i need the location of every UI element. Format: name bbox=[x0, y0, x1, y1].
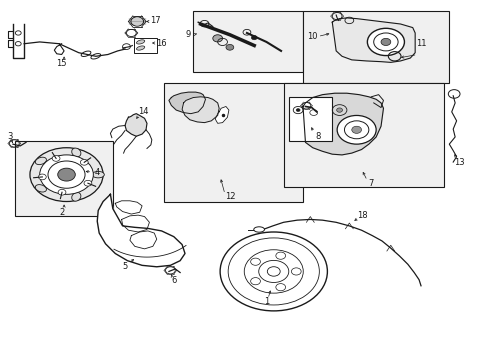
Bar bbox=[15, 140, 113, 216]
Ellipse shape bbox=[72, 148, 81, 157]
Text: 10: 10 bbox=[307, 32, 317, 41]
Circle shape bbox=[84, 180, 92, 186]
Ellipse shape bbox=[136, 40, 144, 44]
Text: 15: 15 bbox=[56, 59, 67, 68]
Polygon shape bbox=[182, 97, 219, 123]
Text: 9: 9 bbox=[185, 30, 191, 39]
Text: 18: 18 bbox=[356, 211, 367, 220]
Text: 4: 4 bbox=[94, 168, 100, 177]
Text: 1: 1 bbox=[264, 297, 268, 306]
Text: 11: 11 bbox=[415, 39, 426, 48]
Polygon shape bbox=[331, 18, 414, 62]
Ellipse shape bbox=[72, 192, 81, 201]
Circle shape bbox=[275, 284, 285, 291]
Circle shape bbox=[58, 189, 66, 195]
Circle shape bbox=[225, 44, 233, 50]
Circle shape bbox=[336, 108, 342, 112]
Text: 5: 5 bbox=[122, 262, 127, 271]
Bar bbox=[303, 12, 448, 83]
Ellipse shape bbox=[35, 157, 46, 165]
Polygon shape bbox=[168, 92, 205, 114]
Circle shape bbox=[366, 28, 404, 55]
Circle shape bbox=[380, 39, 390, 45]
Circle shape bbox=[30, 148, 103, 202]
Ellipse shape bbox=[35, 185, 46, 192]
Circle shape bbox=[80, 159, 88, 165]
Circle shape bbox=[336, 116, 375, 144]
Ellipse shape bbox=[92, 171, 104, 178]
Bar bbox=[134, 38, 157, 53]
Ellipse shape bbox=[136, 46, 144, 50]
Polygon shape bbox=[215, 107, 228, 123]
Text: 6: 6 bbox=[171, 276, 176, 285]
Bar bbox=[289, 97, 331, 140]
Circle shape bbox=[296, 109, 300, 112]
Circle shape bbox=[275, 252, 285, 259]
Circle shape bbox=[251, 36, 257, 40]
Bar bbox=[163, 83, 303, 202]
Text: 3: 3 bbox=[8, 132, 13, 141]
Polygon shape bbox=[97, 194, 184, 267]
Ellipse shape bbox=[253, 227, 264, 232]
Circle shape bbox=[267, 267, 280, 276]
Text: 14: 14 bbox=[138, 107, 148, 116]
Bar bbox=[193, 12, 303, 72]
Polygon shape bbox=[125, 114, 147, 136]
Text: 16: 16 bbox=[156, 39, 166, 48]
Text: 8: 8 bbox=[314, 132, 320, 141]
Circle shape bbox=[52, 156, 60, 161]
Text: 17: 17 bbox=[150, 16, 161, 25]
Circle shape bbox=[40, 155, 93, 194]
Circle shape bbox=[291, 268, 301, 275]
Circle shape bbox=[250, 278, 260, 285]
Text: 7: 7 bbox=[368, 179, 373, 188]
Text: 2: 2 bbox=[59, 208, 64, 217]
Text: 13: 13 bbox=[453, 158, 464, 167]
Text: 12: 12 bbox=[224, 192, 235, 201]
Circle shape bbox=[58, 168, 75, 181]
Polygon shape bbox=[303, 93, 383, 155]
Circle shape bbox=[351, 126, 361, 134]
Circle shape bbox=[250, 258, 260, 265]
Bar bbox=[283, 83, 444, 187]
Circle shape bbox=[212, 35, 222, 42]
Circle shape bbox=[39, 174, 46, 180]
